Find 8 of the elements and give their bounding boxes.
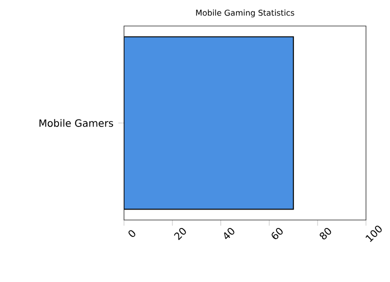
x-tick-label: 100: [366, 226, 382, 242]
x-tick-label: 80: [320, 228, 332, 240]
y-tick-label: Mobile Gamers: [40, 119, 114, 127]
x-tick-label: 20: [174, 228, 186, 240]
x-tick-label: 40: [224, 228, 234, 240]
x-tick-label: 0: [128, 230, 136, 237]
x-tick-label: 60: [272, 228, 283, 240]
chart-title: Mobile Gaming Statistics: [196, 10, 294, 18]
